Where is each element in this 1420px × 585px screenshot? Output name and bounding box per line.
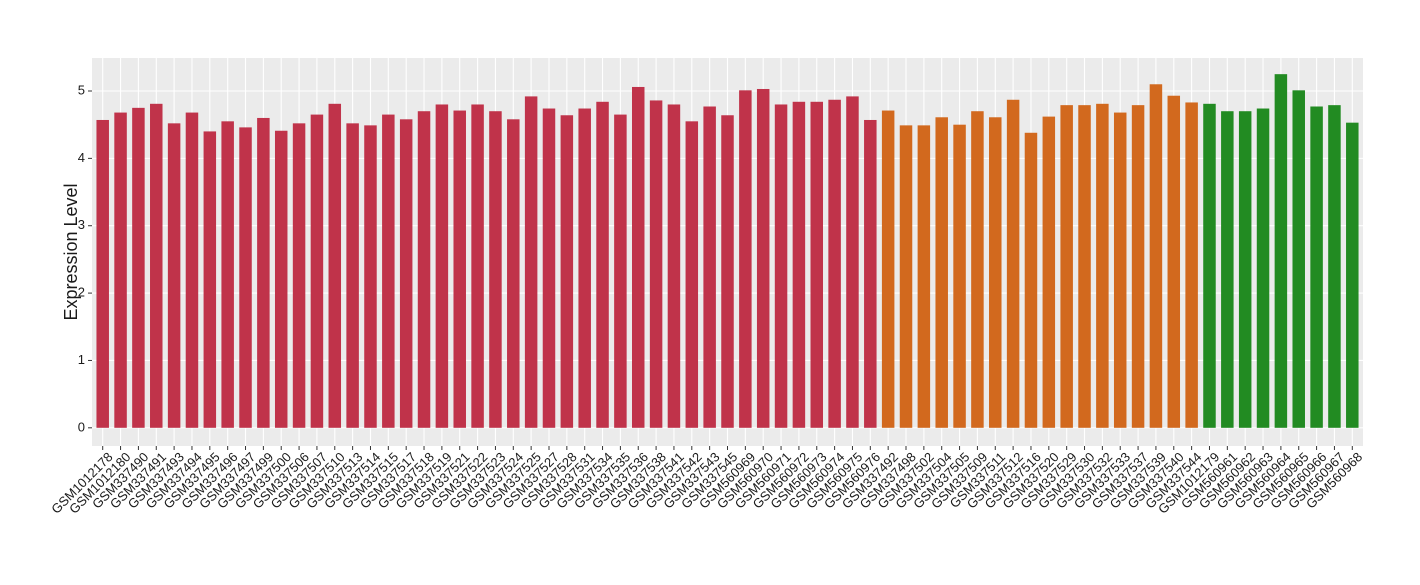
bar (471, 104, 484, 428)
bar (1024, 132, 1038, 428)
bar (132, 107, 145, 428)
bar (1292, 90, 1305, 428)
bar (1256, 108, 1270, 428)
bar (524, 96, 538, 428)
bar (417, 111, 431, 428)
bar (560, 115, 574, 428)
bar (899, 125, 913, 428)
bar (1185, 102, 1198, 428)
y-tick-label: 4 (78, 150, 85, 165)
bar (1096, 103, 1109, 428)
bar (792, 101, 806, 428)
bar (114, 112, 127, 428)
bar (542, 108, 556, 428)
bar (721, 115, 734, 428)
bar (649, 100, 663, 428)
y-tick-label: 5 (78, 82, 85, 97)
bar (739, 90, 752, 428)
y-tick-label: 1 (78, 352, 85, 367)
bar (1078, 105, 1091, 428)
bar (1060, 105, 1073, 428)
bar (685, 121, 699, 428)
bar (774, 104, 788, 428)
bar (185, 112, 199, 428)
bar (167, 123, 181, 428)
bar (150, 103, 163, 428)
bar (614, 114, 627, 428)
bar (881, 110, 895, 428)
bar (935, 117, 948, 428)
bar (328, 103, 342, 428)
bar (1203, 103, 1216, 428)
bar (1274, 74, 1288, 428)
bar (453, 110, 466, 428)
bar (382, 114, 395, 428)
bar (756, 88, 770, 428)
bar (292, 123, 306, 428)
bar (1346, 122, 1359, 428)
bar (274, 130, 288, 428)
bar (257, 117, 270, 428)
bar (1310, 106, 1323, 428)
bar (435, 104, 449, 428)
bar (489, 111, 502, 428)
bar (221, 121, 234, 428)
bar (1131, 105, 1145, 428)
bar (203, 131, 217, 428)
bar (864, 119, 877, 428)
bar (1006, 99, 1020, 428)
bar (971, 111, 984, 428)
bar (1238, 111, 1252, 428)
y-tick-label: 0 (78, 419, 85, 434)
bar (1328, 105, 1341, 428)
y-tick-label: 3 (78, 217, 85, 232)
bar (399, 119, 413, 428)
y-axis-title: Expression Level (61, 183, 81, 320)
bar (631, 86, 645, 428)
bar (346, 123, 359, 428)
bar (703, 106, 716, 428)
bar (1113, 112, 1127, 428)
bar (1221, 111, 1234, 428)
bar (96, 119, 109, 428)
bar (507, 119, 520, 428)
y-tick-label: 2 (78, 285, 85, 300)
bar (828, 99, 841, 428)
bar (846, 96, 859, 428)
bar (578, 108, 591, 428)
bar (953, 124, 966, 428)
bar (667, 104, 681, 428)
bar (364, 125, 377, 428)
bar (989, 117, 1002, 428)
bar (917, 125, 931, 428)
bar (1167, 95, 1181, 428)
bar (810, 101, 824, 428)
bar (1149, 84, 1163, 428)
bar (310, 114, 324, 428)
bar (239, 127, 252, 428)
bar (1042, 116, 1056, 428)
bar (596, 101, 609, 428)
